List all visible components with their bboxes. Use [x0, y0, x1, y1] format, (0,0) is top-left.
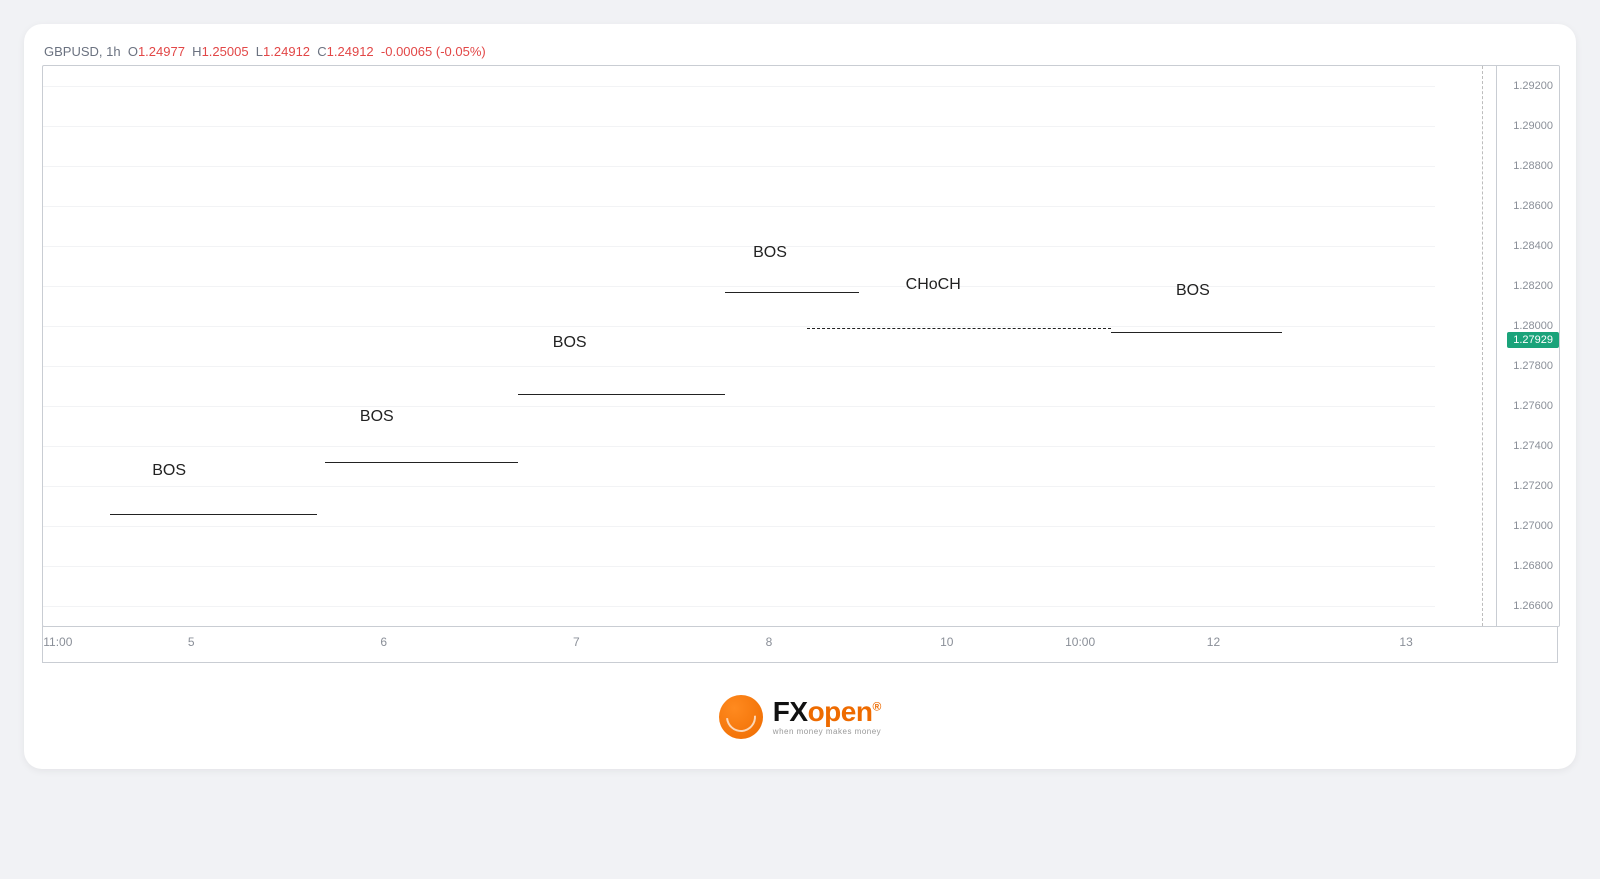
gridline [43, 526, 1435, 527]
x-axis: 11:00 5 6 7 8 10 10:00 12 13 [42, 626, 1558, 663]
y-tick-label: 1.29200 [1513, 80, 1553, 92]
x-tick-label: 13 [1399, 635, 1412, 649]
gridline [43, 206, 1435, 207]
y-tick-label: 1.27400 [1513, 440, 1553, 452]
annotation-line [725, 292, 859, 293]
y-tick-label: 1.26800 [1513, 560, 1553, 572]
brand-logo: FXopen® when money makes money [24, 671, 1576, 769]
gridline [43, 86, 1435, 87]
y-tick-label: 1.27800 [1513, 360, 1553, 372]
gridline [43, 606, 1435, 607]
gridline [43, 126, 1435, 127]
ohlc-change: -0.00065 [381, 44, 432, 59]
y-tick-label: 1.27200 [1513, 480, 1553, 492]
annotation-line [1111, 332, 1282, 333]
ohlc-change-pct: (-0.05%) [436, 44, 486, 59]
crosshair-vertical [1482, 66, 1483, 626]
x-tick-label: 8 [766, 635, 773, 649]
annotation-label: BOS [753, 244, 787, 262]
brand-name-right: open [808, 696, 873, 727]
x-tick-label: 11:00 [43, 635, 72, 649]
ohlc-close: 1.24912 [327, 44, 374, 59]
interval-label: 1h [106, 44, 120, 59]
x-tick-label: 5 [188, 635, 195, 649]
y-tick-label: 1.26600 [1513, 600, 1553, 612]
brand-name-left: FX [773, 696, 808, 727]
x-tick-label: 10:00 [1065, 635, 1095, 649]
symbol-label: GBPUSD [44, 44, 99, 59]
chart-wrap: GBPUSD, 1h O1.24977 H1.25005 L1.24912 C1… [24, 24, 1576, 671]
brand-mark-icon [719, 695, 763, 739]
annotation-label: BOS [360, 408, 394, 426]
y-tick-label: 1.28200 [1513, 280, 1553, 292]
ohlc-readout: GBPUSD, 1h O1.24977 H1.25005 L1.24912 C1… [44, 44, 1558, 59]
y-tick-label: 1.29000 [1513, 120, 1553, 132]
gridline [43, 486, 1435, 487]
gridline [43, 566, 1435, 567]
annotation-label: CHoCH [906, 276, 961, 294]
gridline [43, 286, 1435, 287]
gridline [43, 406, 1435, 407]
annotation-label: BOS [152, 462, 186, 480]
gridline [43, 366, 1435, 367]
y-tick-label: 1.28400 [1513, 240, 1553, 252]
annotation-label: BOS [1176, 282, 1210, 300]
annotation-label: BOS [553, 334, 587, 352]
gridline [43, 246, 1435, 247]
x-tick-label: 7 [573, 635, 580, 649]
annotation-line [325, 462, 518, 463]
gridline [43, 166, 1435, 167]
y-tick-label: 1.28600 [1513, 200, 1553, 212]
y-tick-label: 1.27600 [1513, 400, 1553, 412]
x-tick-label: 12 [1207, 635, 1220, 649]
ohlc-low: 1.24912 [263, 44, 310, 59]
gridline [43, 326, 1435, 327]
brand-text: FXopen® when money makes money [773, 698, 881, 736]
chart-card: GBPUSD, 1h O1.24977 H1.25005 L1.24912 C1… [24, 24, 1576, 769]
ohlc-high: 1.25005 [202, 44, 249, 59]
annotation-line [518, 394, 726, 395]
price-chart[interactable]: BOS BOS BOS BOS CHoCH BOS 1.29200 1.29000 1.288… [42, 65, 1560, 627]
x-tick-label: 10 [940, 635, 953, 649]
gridline [43, 446, 1435, 447]
brand-reg-icon: ® [872, 700, 880, 714]
annotation-dashed-line [807, 328, 1111, 329]
last-price-badge: 1.27929 [1507, 332, 1559, 348]
annotation-line [110, 514, 318, 515]
y-tick-label: 1.28000 [1513, 320, 1553, 332]
ohlc-open: 1.24977 [138, 44, 185, 59]
y-tick-label: 1.28800 [1513, 160, 1553, 172]
brand-tagline: when money makes money [773, 728, 881, 736]
x-tick-label: 6 [380, 635, 387, 649]
y-axis: 1.29200 1.29000 1.28800 1.28600 1.28400 1.282… [1496, 66, 1559, 626]
chart-canvas[interactable]: BOS BOS BOS BOS CHoCH BOS [43, 66, 1497, 626]
y-tick-label: 1.27000 [1513, 520, 1553, 532]
